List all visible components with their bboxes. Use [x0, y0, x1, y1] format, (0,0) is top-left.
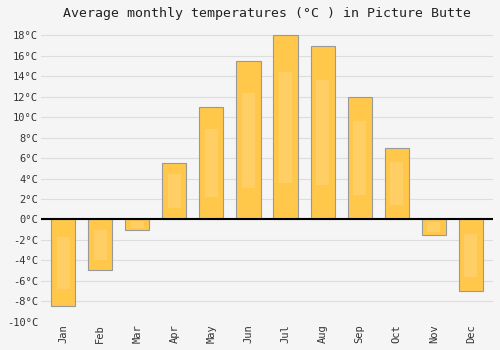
Bar — [94, 230, 107, 260]
Title: Average monthly temperatures (°C ) in Picture Butte: Average monthly temperatures (°C ) in Pi… — [63, 7, 471, 20]
Bar — [310, 46, 334, 219]
Bar — [130, 222, 144, 228]
Bar — [422, 219, 446, 235]
Bar — [200, 107, 224, 219]
Bar — [348, 97, 372, 219]
Bar — [88, 219, 112, 271]
Bar — [162, 163, 186, 219]
Bar — [56, 237, 70, 289]
Bar — [427, 223, 440, 232]
Bar — [274, 35, 297, 219]
Bar — [242, 93, 255, 188]
Bar — [126, 219, 150, 230]
Bar — [353, 121, 366, 195]
Bar — [316, 80, 329, 185]
Bar — [51, 219, 75, 306]
Bar — [459, 219, 483, 291]
Bar — [390, 162, 404, 205]
Bar — [464, 234, 477, 276]
Bar — [236, 61, 260, 219]
Bar — [279, 72, 292, 183]
Bar — [205, 130, 218, 197]
Bar — [168, 174, 181, 208]
Bar — [384, 148, 409, 219]
